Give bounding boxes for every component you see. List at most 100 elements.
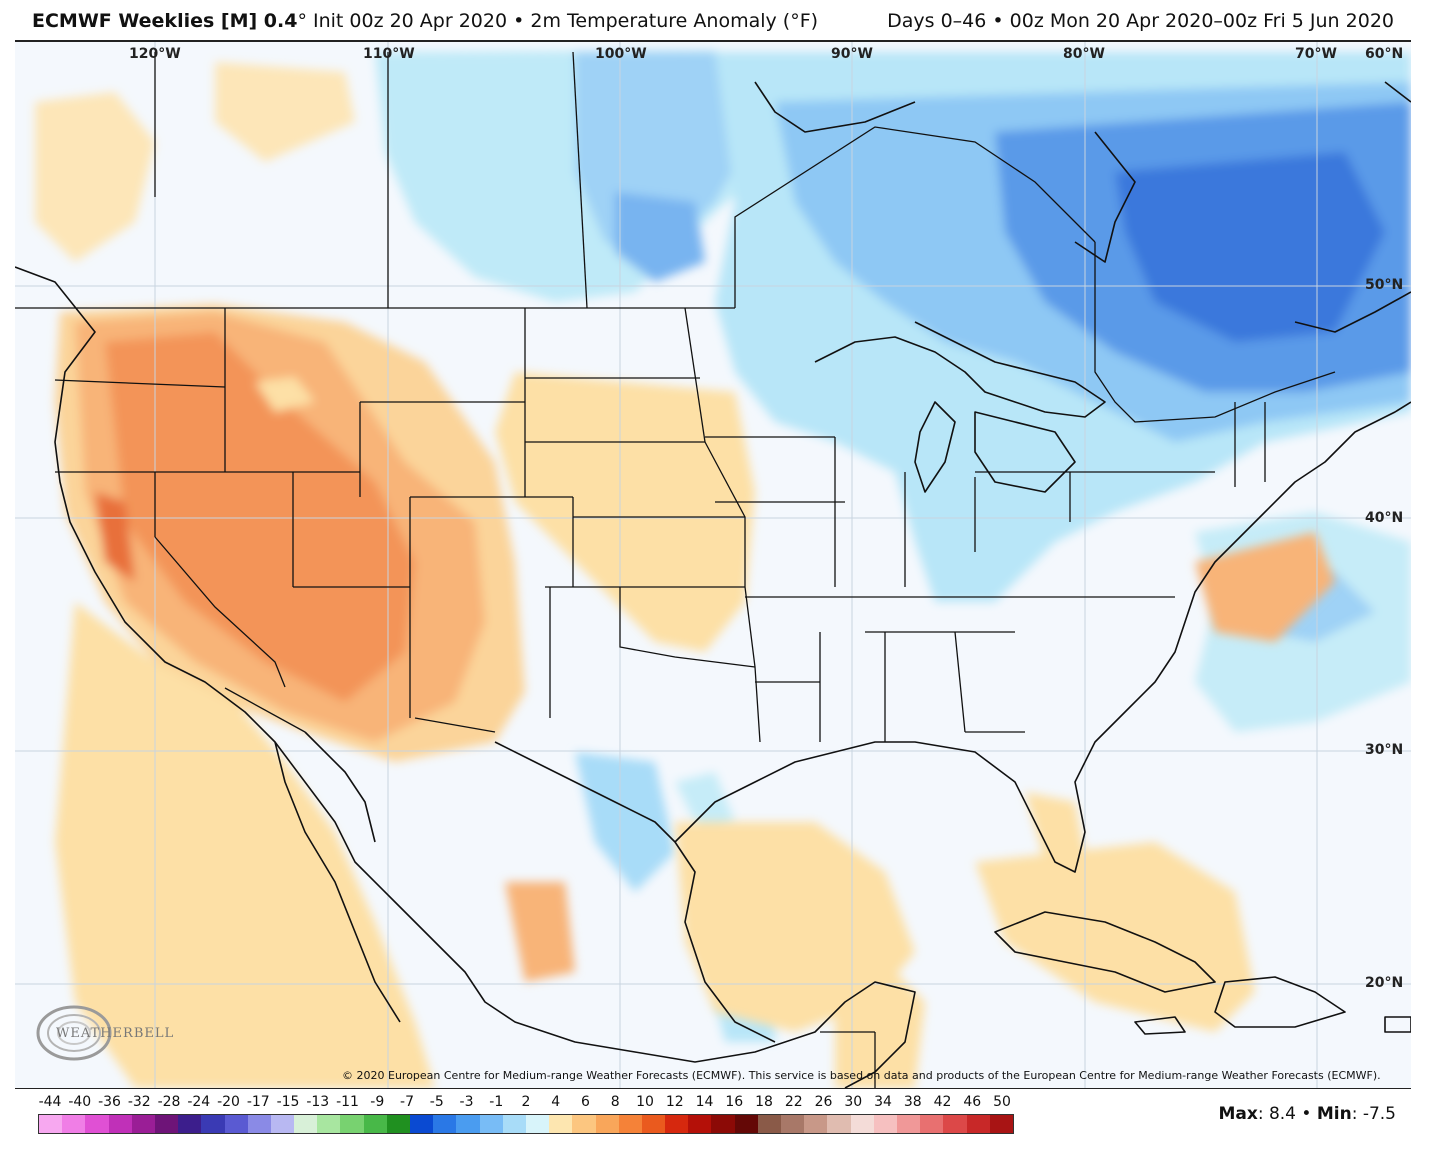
chart-header: ECMWF Weeklies [M] 0.4° Init 00z 20 Apr … (0, 0, 1440, 42)
legend-swatch (317, 1115, 341, 1133)
legend-swatch (108, 1115, 132, 1133)
legend-swatch (479, 1115, 503, 1133)
legend-tick-label: -20 (217, 1094, 240, 1110)
legend-swatch (85, 1115, 109, 1133)
min-label: Min (1316, 1104, 1352, 1124)
legend-tick-label: 34 (874, 1094, 892, 1110)
legend-swatch (595, 1115, 619, 1133)
legend-tick-label: 16 (725, 1094, 744, 1110)
legend-tick-row: -44 -40 -36 -32 -28 -24 -20 -17 -15 -13 -11 -9 -7 -5-… (38, 1094, 1014, 1112)
legend-tick-label: -13 (306, 1094, 330, 1110)
legend-tick-label: -44 (38, 1094, 62, 1110)
legend-swatch (827, 1115, 851, 1133)
legend-swatch (270, 1115, 295, 1133)
lon-label-70w: 70°W (1295, 46, 1337, 62)
legend-tick-label: -7 (400, 1094, 414, 1110)
legend-tick-label: 22 (784, 1094, 803, 1110)
legend-swatch (154, 1115, 179, 1133)
legend-swatch (224, 1115, 248, 1133)
legend-tick-label: 8 (610, 1094, 620, 1110)
legend-tick-label: 38 (903, 1094, 922, 1110)
legend-swatch (665, 1115, 689, 1133)
legend-tick-label: -36 (98, 1094, 121, 1110)
graticule (15, 42, 1411, 1088)
legend-color-bar (38, 1114, 1014, 1134)
legend-tick-label: -11 (336, 1094, 359, 1110)
legend-tick-label: 50 (993, 1094, 1011, 1110)
title-separator: • (507, 10, 531, 32)
legend-tick-label: -9 (370, 1094, 385, 1110)
init-time: Init 00z 20 Apr 2020 (306, 10, 508, 32)
legend-tick-label: 46 (963, 1094, 982, 1110)
legend-swatch (410, 1115, 434, 1133)
legend-tick-label: 6 (581, 1094, 590, 1110)
max-min-readout: Max: 8.4 • Min: -7.5 (1218, 1104, 1396, 1124)
legend-tick-label: 18 (755, 1094, 773, 1110)
legend-tick-label: -5 (429, 1094, 444, 1110)
legend-swatch (989, 1115, 1013, 1133)
legend-tick-label: -17 (246, 1094, 270, 1110)
legend-swatch (525, 1115, 550, 1133)
legend-swatch (618, 1115, 642, 1133)
legend-tick-label: -3 (459, 1094, 474, 1110)
lat-label-40n: 40°N (1365, 510, 1404, 526)
lat-label-20n: 20°N (1365, 975, 1404, 991)
legend-swatch (896, 1115, 921, 1133)
legend-swatch (363, 1115, 387, 1133)
lon-label-110w: 110°W (363, 46, 415, 62)
legend-tick-label: -24 (187, 1094, 211, 1110)
lat-label-50n: 50°N (1365, 277, 1404, 293)
legend-tick-label: 30 (844, 1094, 863, 1110)
legend-tick-label: -32 (127, 1094, 151, 1110)
legend-tick-label: 10 (636, 1094, 654, 1110)
lon-label-80w: 80°W (1063, 46, 1105, 62)
legend-swatch (943, 1115, 967, 1133)
color-legend: -44 -40 -36 -32 -28 -24 -20 -17 -15 -13 -11 -9 -7 -5-… (38, 1094, 1014, 1142)
legend-swatch (386, 1115, 410, 1133)
legend-tick-label: 42 (933, 1094, 952, 1110)
legend-swatch (781, 1115, 805, 1133)
legend-swatch (62, 1115, 86, 1133)
max-label: Max (1218, 1104, 1258, 1124)
legend-swatch (734, 1115, 758, 1133)
legend-tick-label: -1 (489, 1094, 504, 1110)
legend-swatch (850, 1115, 874, 1133)
weatherbell-logo: WEATHERBELL (34, 1000, 173, 1066)
lon-label-100w: 100°W (595, 46, 647, 62)
anomaly-map: 120°W 110°W 100°W 90°W 80°W 70°W 60°N 50… (15, 42, 1411, 1089)
legend-swatch (688, 1115, 712, 1133)
min-value: : -7.5 (1351, 1104, 1396, 1124)
legend-tick-label: 26 (814, 1094, 833, 1110)
legend-swatch (711, 1115, 735, 1133)
lon-label-120w: 120°W (129, 46, 181, 62)
legend-swatch (873, 1115, 897, 1133)
legend-swatch (131, 1115, 155, 1133)
legend-swatch (757, 1115, 781, 1133)
model-name: ECMWF Weeklies [M] 0.4 (32, 10, 298, 32)
legend-swatch (804, 1115, 828, 1133)
legend-tick-label: 14 (695, 1094, 714, 1110)
legend-swatch (433, 1115, 457, 1133)
legend-tick-label: 4 (551, 1094, 561, 1110)
legend-swatch (641, 1115, 666, 1133)
degree-symbol: ° (297, 10, 307, 32)
max-value: : 8.4 • (1257, 1104, 1317, 1124)
legend-swatch (572, 1115, 596, 1133)
legend-tick-label: -40 (68, 1094, 92, 1110)
legend-swatch (502, 1115, 526, 1133)
legend-swatch (294, 1115, 318, 1133)
logo-wordmark: WEATHERBELL (56, 1026, 175, 1041)
political-borders (15, 51, 1336, 1088)
lat-label-60n: 60°N (1365, 46, 1404, 62)
legend-swatch (178, 1115, 202, 1133)
header-rule (15, 40, 1411, 42)
map-canvas (15, 42, 1411, 1088)
lat-label-30n: 30°N (1365, 742, 1404, 758)
legend-tick-label: 12 (665, 1094, 684, 1110)
legend-swatch (39, 1115, 63, 1133)
product-name: 2m Temperature Anomaly (°F) (530, 10, 819, 32)
legend-swatch (247, 1115, 271, 1133)
legend-tick-label: -28 (157, 1094, 181, 1110)
legend-swatch (966, 1115, 990, 1133)
legend-tick-label: 2 (521, 1094, 531, 1110)
